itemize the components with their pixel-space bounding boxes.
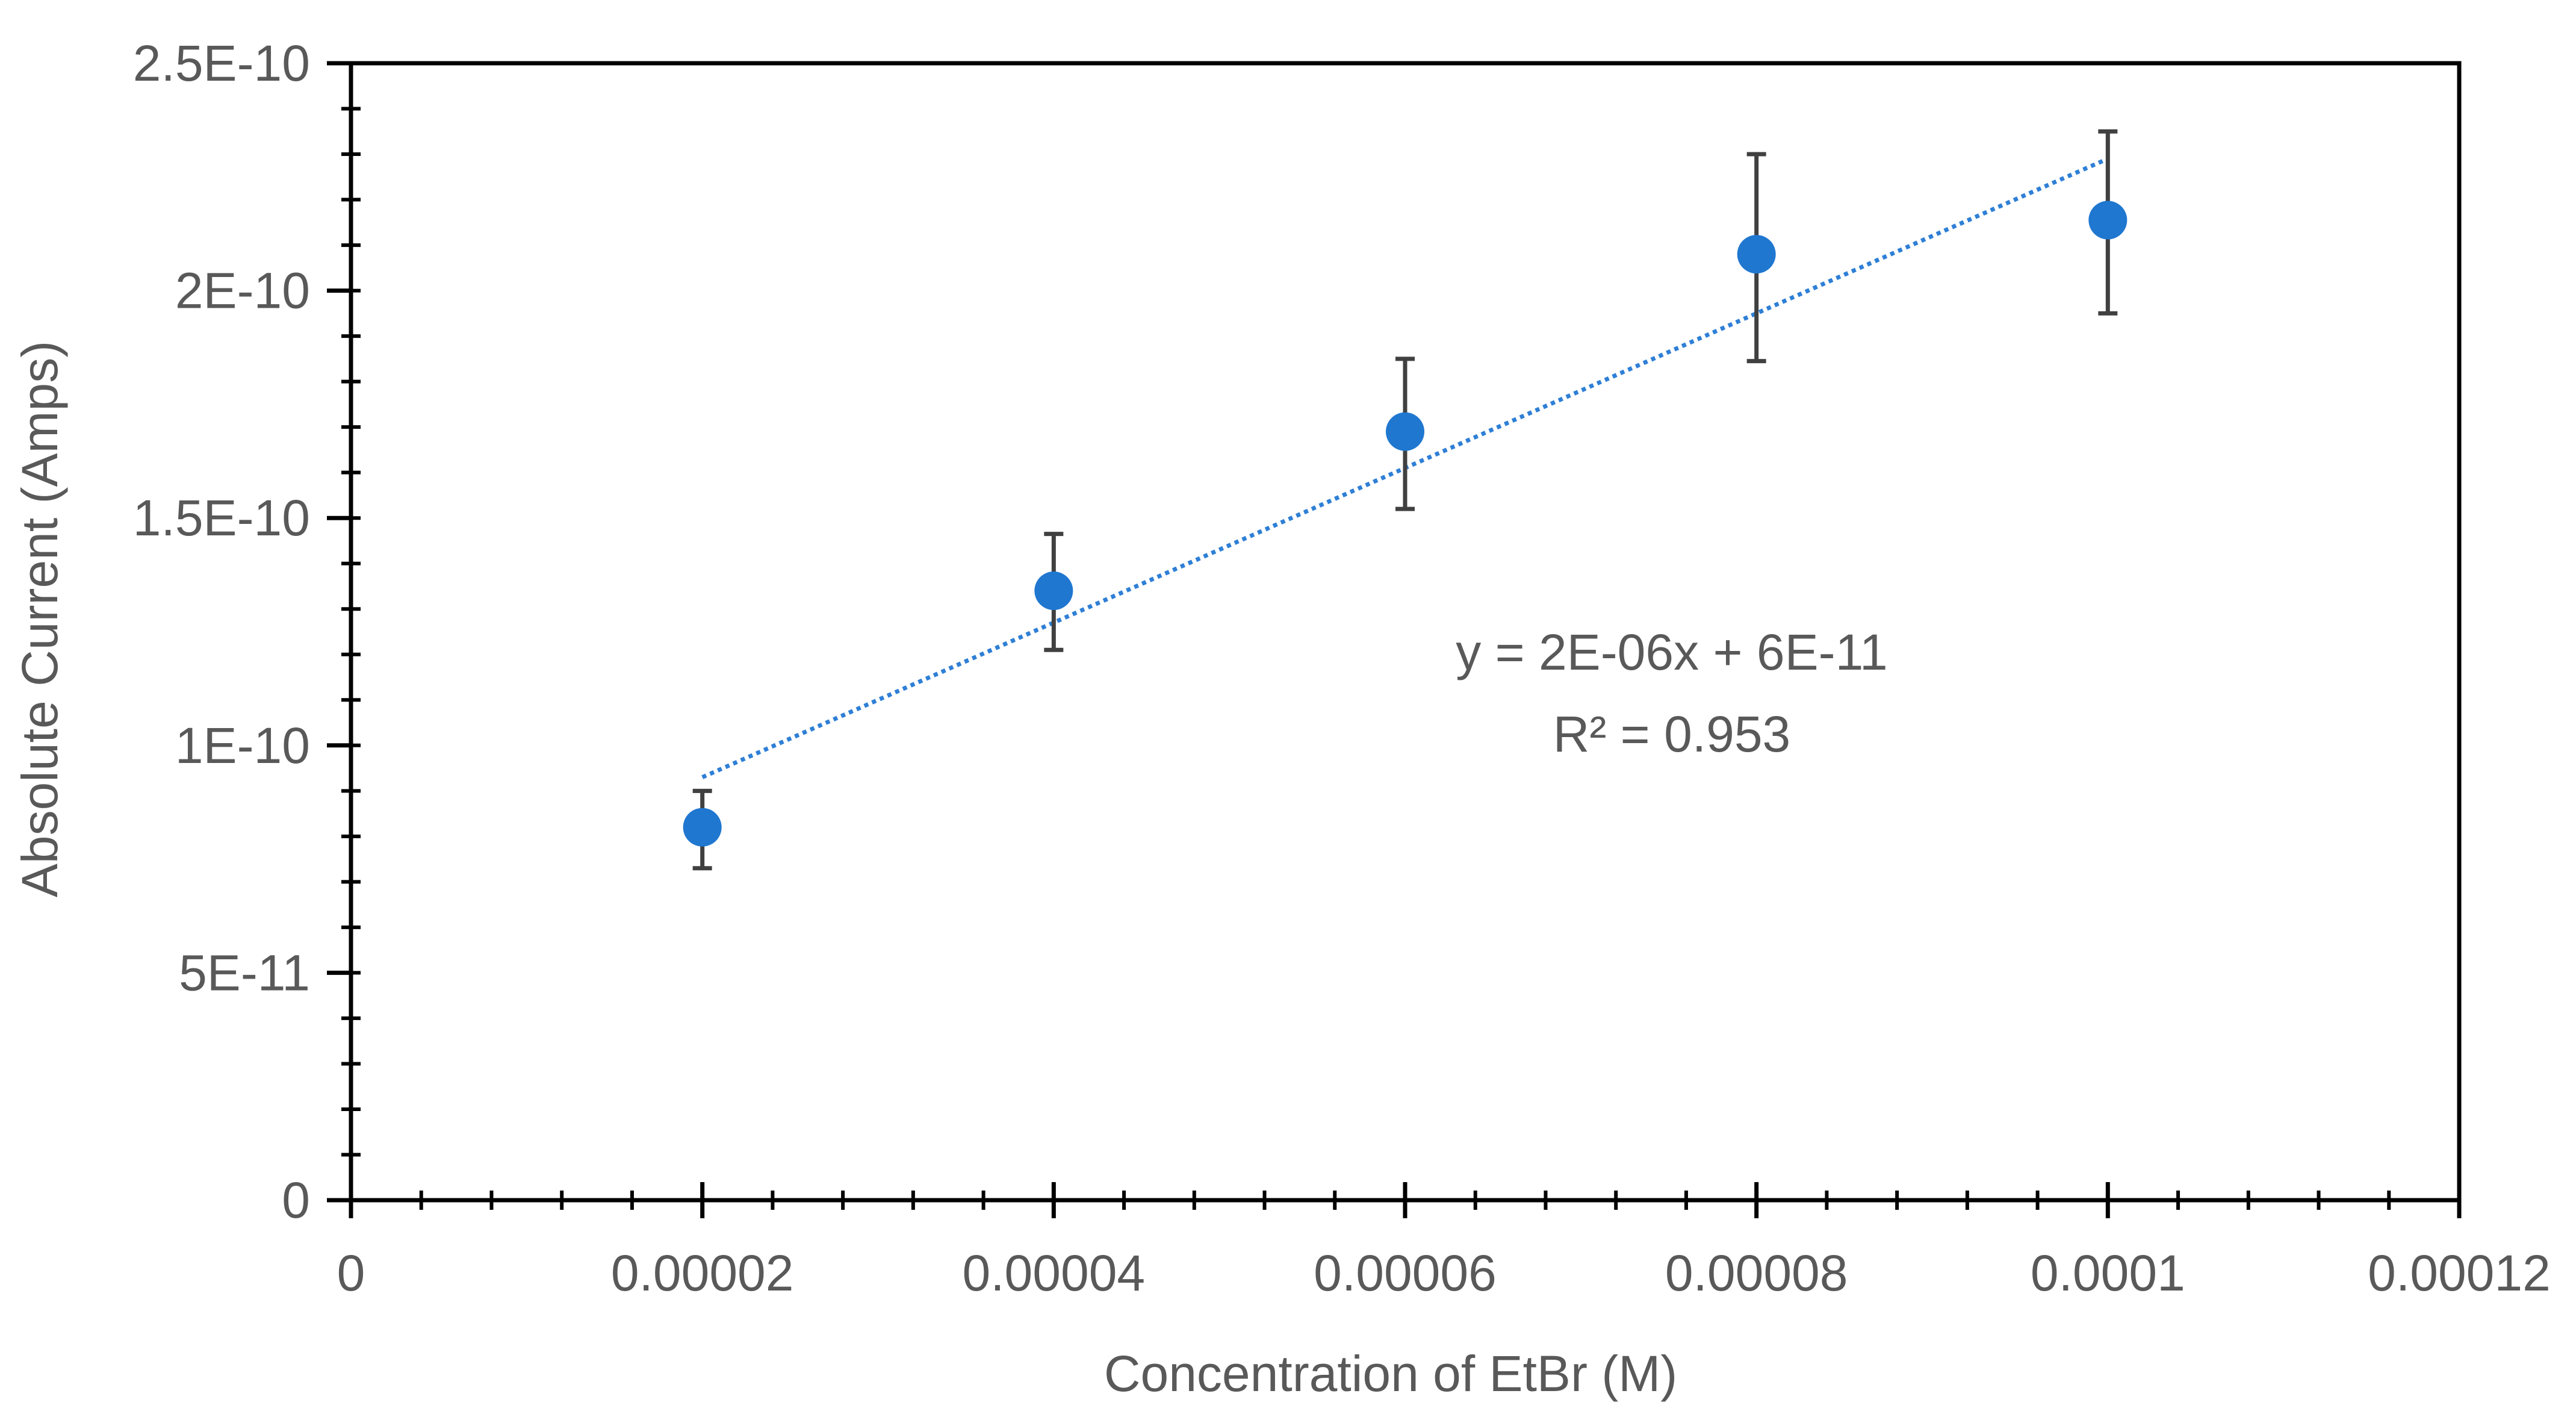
- x-axis-title: Concentration of EtBr (M): [1104, 1345, 1677, 1402]
- plot-frame: [349, 61, 2462, 1203]
- y-tick-label: 5E-11: [179, 944, 310, 1001]
- data-point: [1737, 235, 1776, 274]
- x-tick-label: 0.00012: [2368, 1245, 2551, 1301]
- data-point: [683, 808, 722, 847]
- trendline-r-squared: R² = 0.953: [1553, 706, 1791, 762]
- trendline-equation: y = 2E-06x + 6E-11: [1456, 624, 1888, 680]
- y-tick-label: 2E-10: [175, 263, 310, 319]
- axis-ticks-layer: [327, 61, 2462, 1218]
- y-tick-label: 0: [282, 1172, 310, 1228]
- y-tick-label: 2.5E-10: [133, 35, 310, 92]
- y-axis-title: Absolute Current (Amps): [11, 341, 68, 897]
- x-tick-label: 0.00002: [611, 1245, 794, 1301]
- x-tick-label: 0.0001: [2031, 1245, 2185, 1301]
- x-tick-label: 0: [337, 1245, 365, 1301]
- x-tick-label: 0.00004: [963, 1245, 1146, 1301]
- data-point: [1386, 412, 1424, 451]
- data-point: [1034, 571, 1073, 611]
- axes-layer: [349, 61, 2462, 1203]
- error-bars-layer: [692, 129, 2118, 871]
- x-tick-label: 0.00006: [1314, 1245, 1497, 1301]
- data-points-layer: [683, 201, 2128, 847]
- y-tick-label: 1E-10: [175, 717, 310, 774]
- data-point: [2088, 201, 2128, 240]
- x-tick-label: 0.00008: [1665, 1245, 1848, 1301]
- tick-labels-layer: 0 0.00002 0.00004 0.00006 0.00008 0.0001 0.000…: [133, 35, 2551, 1301]
- y-tick-label: 1.5E-10: [133, 490, 310, 546]
